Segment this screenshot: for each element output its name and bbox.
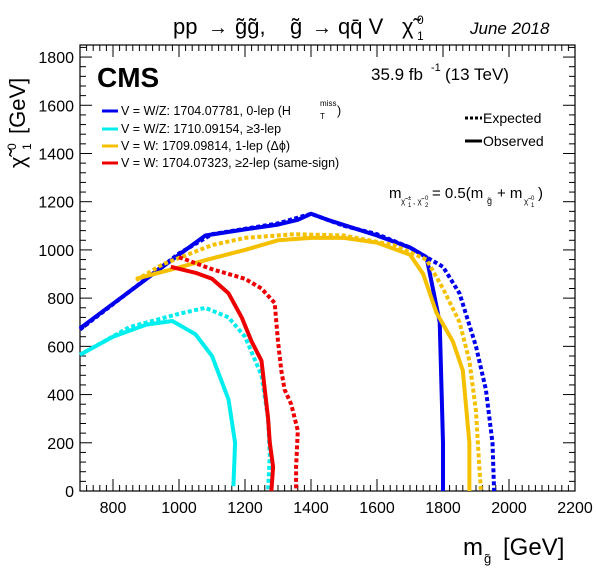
svg-text:g̃: g̃ (484, 551, 491, 566)
series-1-observed-line (79, 319, 238, 487)
experiment-label: CMS (97, 62, 159, 93)
analysis-legend: V = W/Z: 1704.07781, 0-lep (H T miss ) V… (102, 99, 341, 170)
svg-text:0: 0 (417, 13, 424, 27)
svg-text:35.9 fb: 35.9 fb (371, 65, 423, 84)
svg-text:g̃: g̃ (487, 196, 492, 206)
svg-text:m: m (463, 534, 483, 561)
chart-date: June 2018 (469, 19, 550, 38)
svg-text:0: 0 (531, 196, 535, 202)
plot-frame (79, 44, 576, 492)
svg-text:Expected: Expected (483, 110, 541, 126)
svg-text:pp: pp (173, 14, 197, 39)
y-tick-label: 800 (47, 291, 74, 308)
luminosity-label: 35.9 fb -1 (13 TeV) (371, 62, 509, 84)
svg-text:, χ̃: , χ̃ (413, 197, 425, 206)
series-0-expected-line (78, 211, 497, 492)
svg-text:1: 1 (408, 203, 412, 209)
svg-text:V = W: 1704.07323, ≥2-lep (sam: V = W: 1704.07323, ≥2-lep (same-sign) (121, 156, 339, 170)
svg-text:[GeV]: [GeV] (5, 78, 30, 134)
svg-text:m: m (389, 185, 402, 202)
y-tick-label: 1200 (38, 195, 74, 212)
y-tick-label: 600 (47, 339, 74, 356)
series-3-observed-line (170, 264, 276, 492)
svg-text:(13 TeV): (13 TeV) (445, 65, 509, 84)
svg-text:2: 2 (425, 203, 429, 209)
svg-text:g̃g̃,: g̃g̃, (235, 14, 266, 39)
series-1-expected-line (79, 305, 272, 492)
svg-text:→: → (208, 17, 228, 39)
y-tick-label: 1600 (38, 98, 74, 115)
svg-text:qq̄ V: qq̄ V (338, 14, 384, 39)
axis-ticks: 800 1000 1200 1400 1600 1800 2000 2200020040060… (38, 45, 593, 517)
y-tick-label: 0 (65, 484, 74, 501)
y-tick-label: 1000 (38, 243, 74, 260)
svg-text:= 0.5(m: = 0.5(m (432, 185, 483, 202)
y-tick-label: 200 (47, 436, 74, 453)
svg-text:1: 1 (531, 203, 535, 209)
x-tick-label: 1200 (227, 500, 263, 517)
series-2-expected-line (135, 232, 483, 492)
svg-text:→: → (312, 17, 332, 39)
svg-text:1: 1 (417, 29, 424, 43)
x-tick-label: 2000 (491, 500, 527, 517)
svg-text:-1: -1 (431, 62, 441, 74)
svg-text:±: ± (408, 196, 412, 202)
series-3-expected-line (178, 255, 300, 491)
svg-text:0: 0 (425, 196, 429, 202)
svg-text:g̃: g̃ (290, 14, 302, 39)
svg-text:χ̃: χ̃ (5, 148, 30, 168)
svg-text:): ) (337, 104, 341, 118)
x-tick-label: 2200 (557, 500, 593, 517)
series-2-observed-line (135, 235, 472, 491)
limit-curves (78, 211, 497, 492)
svg-text:χ̃: χ̃ (524, 197, 531, 206)
svg-text:1: 1 (20, 143, 34, 150)
svg-text:miss: miss (320, 99, 336, 108)
svg-text:χ̃: χ̃ (401, 197, 408, 206)
svg-text:V = W/Z: 1704.07781, 0-lep (H: V = W/Z: 1704.07781, 0-lep (H (121, 104, 291, 118)
svg-text:0: 0 (5, 143, 19, 150)
svg-text:Observed: Observed (483, 133, 544, 149)
mass-relation-annotation: m χ̃ ± 1 , χ̃ 0 2 = 0.5(m g̃ + m χ̃ 0 1 … (389, 185, 543, 209)
x-tick-label: 1800 (425, 500, 461, 517)
svg-text:+ m: + m (497, 185, 522, 202)
y-tick-label: 1800 (38, 50, 74, 67)
x-tick-label: 800 (100, 500, 127, 517)
series-0-observed-line (78, 211, 445, 491)
svg-text:V = W/Z: 1710.09154, ≥3-lep: V = W/Z: 1710.09154, ≥3-lep (121, 122, 281, 136)
svg-text:): ) (538, 185, 543, 202)
style-legend: Expected Observed (465, 110, 544, 149)
x-tick-label: 1000 (161, 500, 197, 517)
chart-title: pp → g̃g̃, g̃ → qq̄ V χ̃ 0 1 (173, 13, 424, 43)
svg-text:V = W: 1709.09814, 1-lep (Δϕ): V = W: 1709.09814, 1-lep (Δϕ) (121, 139, 290, 153)
x-tick-label: 1400 (293, 500, 329, 517)
x-axis-label: m g̃ [GeV] (463, 534, 564, 566)
svg-text:[GeV]: [GeV] (503, 534, 564, 561)
x-tick-label: 1600 (359, 500, 395, 517)
y-tick-label: 400 (47, 388, 74, 405)
y-axis-label: χ̃ 0 1 [GeV] (5, 78, 34, 168)
svg-text:T: T (320, 112, 325, 121)
y-tick-label: 1400 (38, 146, 74, 163)
